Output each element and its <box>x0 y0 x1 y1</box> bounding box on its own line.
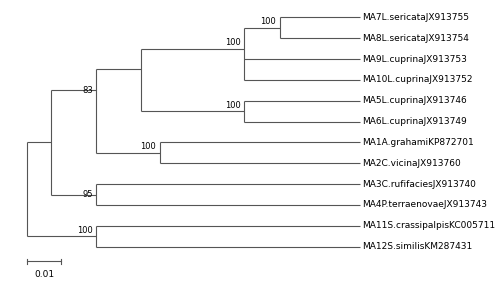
Text: MA8L.sericataJX913754: MA8L.sericataJX913754 <box>362 34 469 43</box>
Text: MA11S.crassipalpisKC005711: MA11S.crassipalpisKC005711 <box>362 221 496 230</box>
Text: MA12S.similisKM287431: MA12S.similisKM287431 <box>362 242 472 251</box>
Text: 83: 83 <box>82 86 92 95</box>
Text: MA7L.sericataJX913755: MA7L.sericataJX913755 <box>362 13 469 22</box>
Text: MA10L.cuprinaJX913752: MA10L.cuprinaJX913752 <box>362 75 472 84</box>
Text: MA2C.vicinaJX913760: MA2C.vicinaJX913760 <box>362 159 461 168</box>
Text: MA9L.cuprinaJX913753: MA9L.cuprinaJX913753 <box>362 55 467 64</box>
Text: 100: 100 <box>225 101 240 110</box>
Text: MA4P.terraenovaeJX913743: MA4P.terraenovaeJX913743 <box>362 200 487 209</box>
Text: MA6L.cuprinaJX913749: MA6L.cuprinaJX913749 <box>362 117 467 126</box>
Text: 100: 100 <box>225 38 240 47</box>
Text: 100: 100 <box>140 142 156 151</box>
Text: 0.01: 0.01 <box>34 269 54 278</box>
Text: MA1A.grahamiKP872701: MA1A.grahamiKP872701 <box>362 138 474 147</box>
Text: 95: 95 <box>82 190 92 199</box>
Text: 100: 100 <box>260 17 276 26</box>
Text: MA3C.rufifaciesJX913740: MA3C.rufifaciesJX913740 <box>362 180 476 189</box>
Text: MA5L.cuprinaJX913746: MA5L.cuprinaJX913746 <box>362 96 467 105</box>
Text: 100: 100 <box>77 226 92 235</box>
